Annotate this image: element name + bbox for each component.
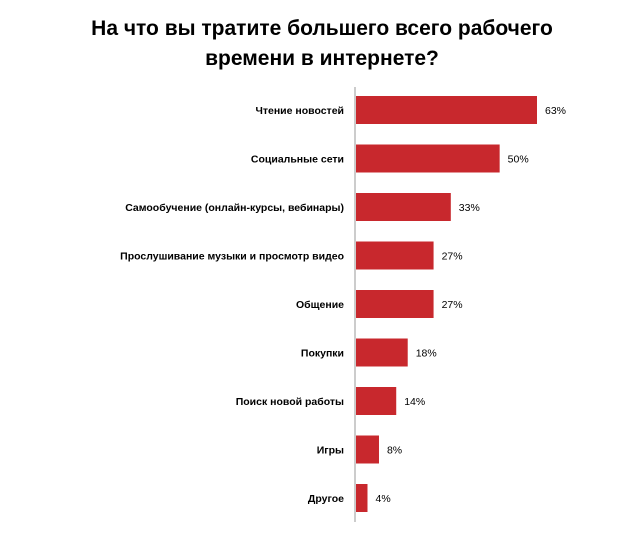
chart-title-line-2: времени в интернете? — [205, 47, 439, 70]
value-label-8: 8% — [387, 445, 402, 457]
value-label-3: 33% — [459, 202, 480, 214]
bar-1 — [356, 96, 537, 124]
chart-title: На что вы тратите большего всего рабочег… — [0, 14, 644, 74]
category-label-9: Другое — [308, 493, 344, 505]
category-label-7: Поиск новой работы — [236, 396, 344, 408]
bar-4 — [356, 241, 434, 270]
value-label-1: 63% — [545, 105, 566, 117]
value-label-2: 50% — [508, 154, 529, 166]
value-label-4: 27% — [442, 251, 463, 263]
category-label-8: Игры — [317, 445, 344, 457]
value-label-7: 14% — [404, 396, 425, 408]
chart-title-line-1: На что вы тратите большего всего рабочег… — [91, 17, 553, 40]
bars-layer — [356, 96, 537, 512]
bar-3 — [356, 193, 451, 221]
category-label-2: Социальные сети — [251, 154, 344, 166]
category-label-4: Прослушивание музыки и просмотр видео — [120, 251, 344, 263]
category-label-3: Самообучение (онлайн-курсы, вебинары) — [125, 202, 344, 214]
bar-6 — [356, 338, 408, 367]
value-label-6: 18% — [416, 348, 437, 360]
category-label-5: Общение — [296, 299, 344, 311]
labels-layer: Чтение новостей 63% Социальные сети 50% Само… — [120, 105, 566, 505]
bar-8 — [356, 435, 379, 464]
bar-7 — [356, 387, 397, 415]
bar-2 — [356, 144, 500, 173]
value-label-5: 27% — [442, 299, 463, 311]
category-label-1: Чтение новостей — [255, 105, 344, 117]
bar-5 — [356, 290, 434, 318]
category-label-6: Покупки — [301, 348, 344, 360]
bar-9 — [356, 484, 368, 512]
value-label-9: 4% — [375, 493, 390, 505]
